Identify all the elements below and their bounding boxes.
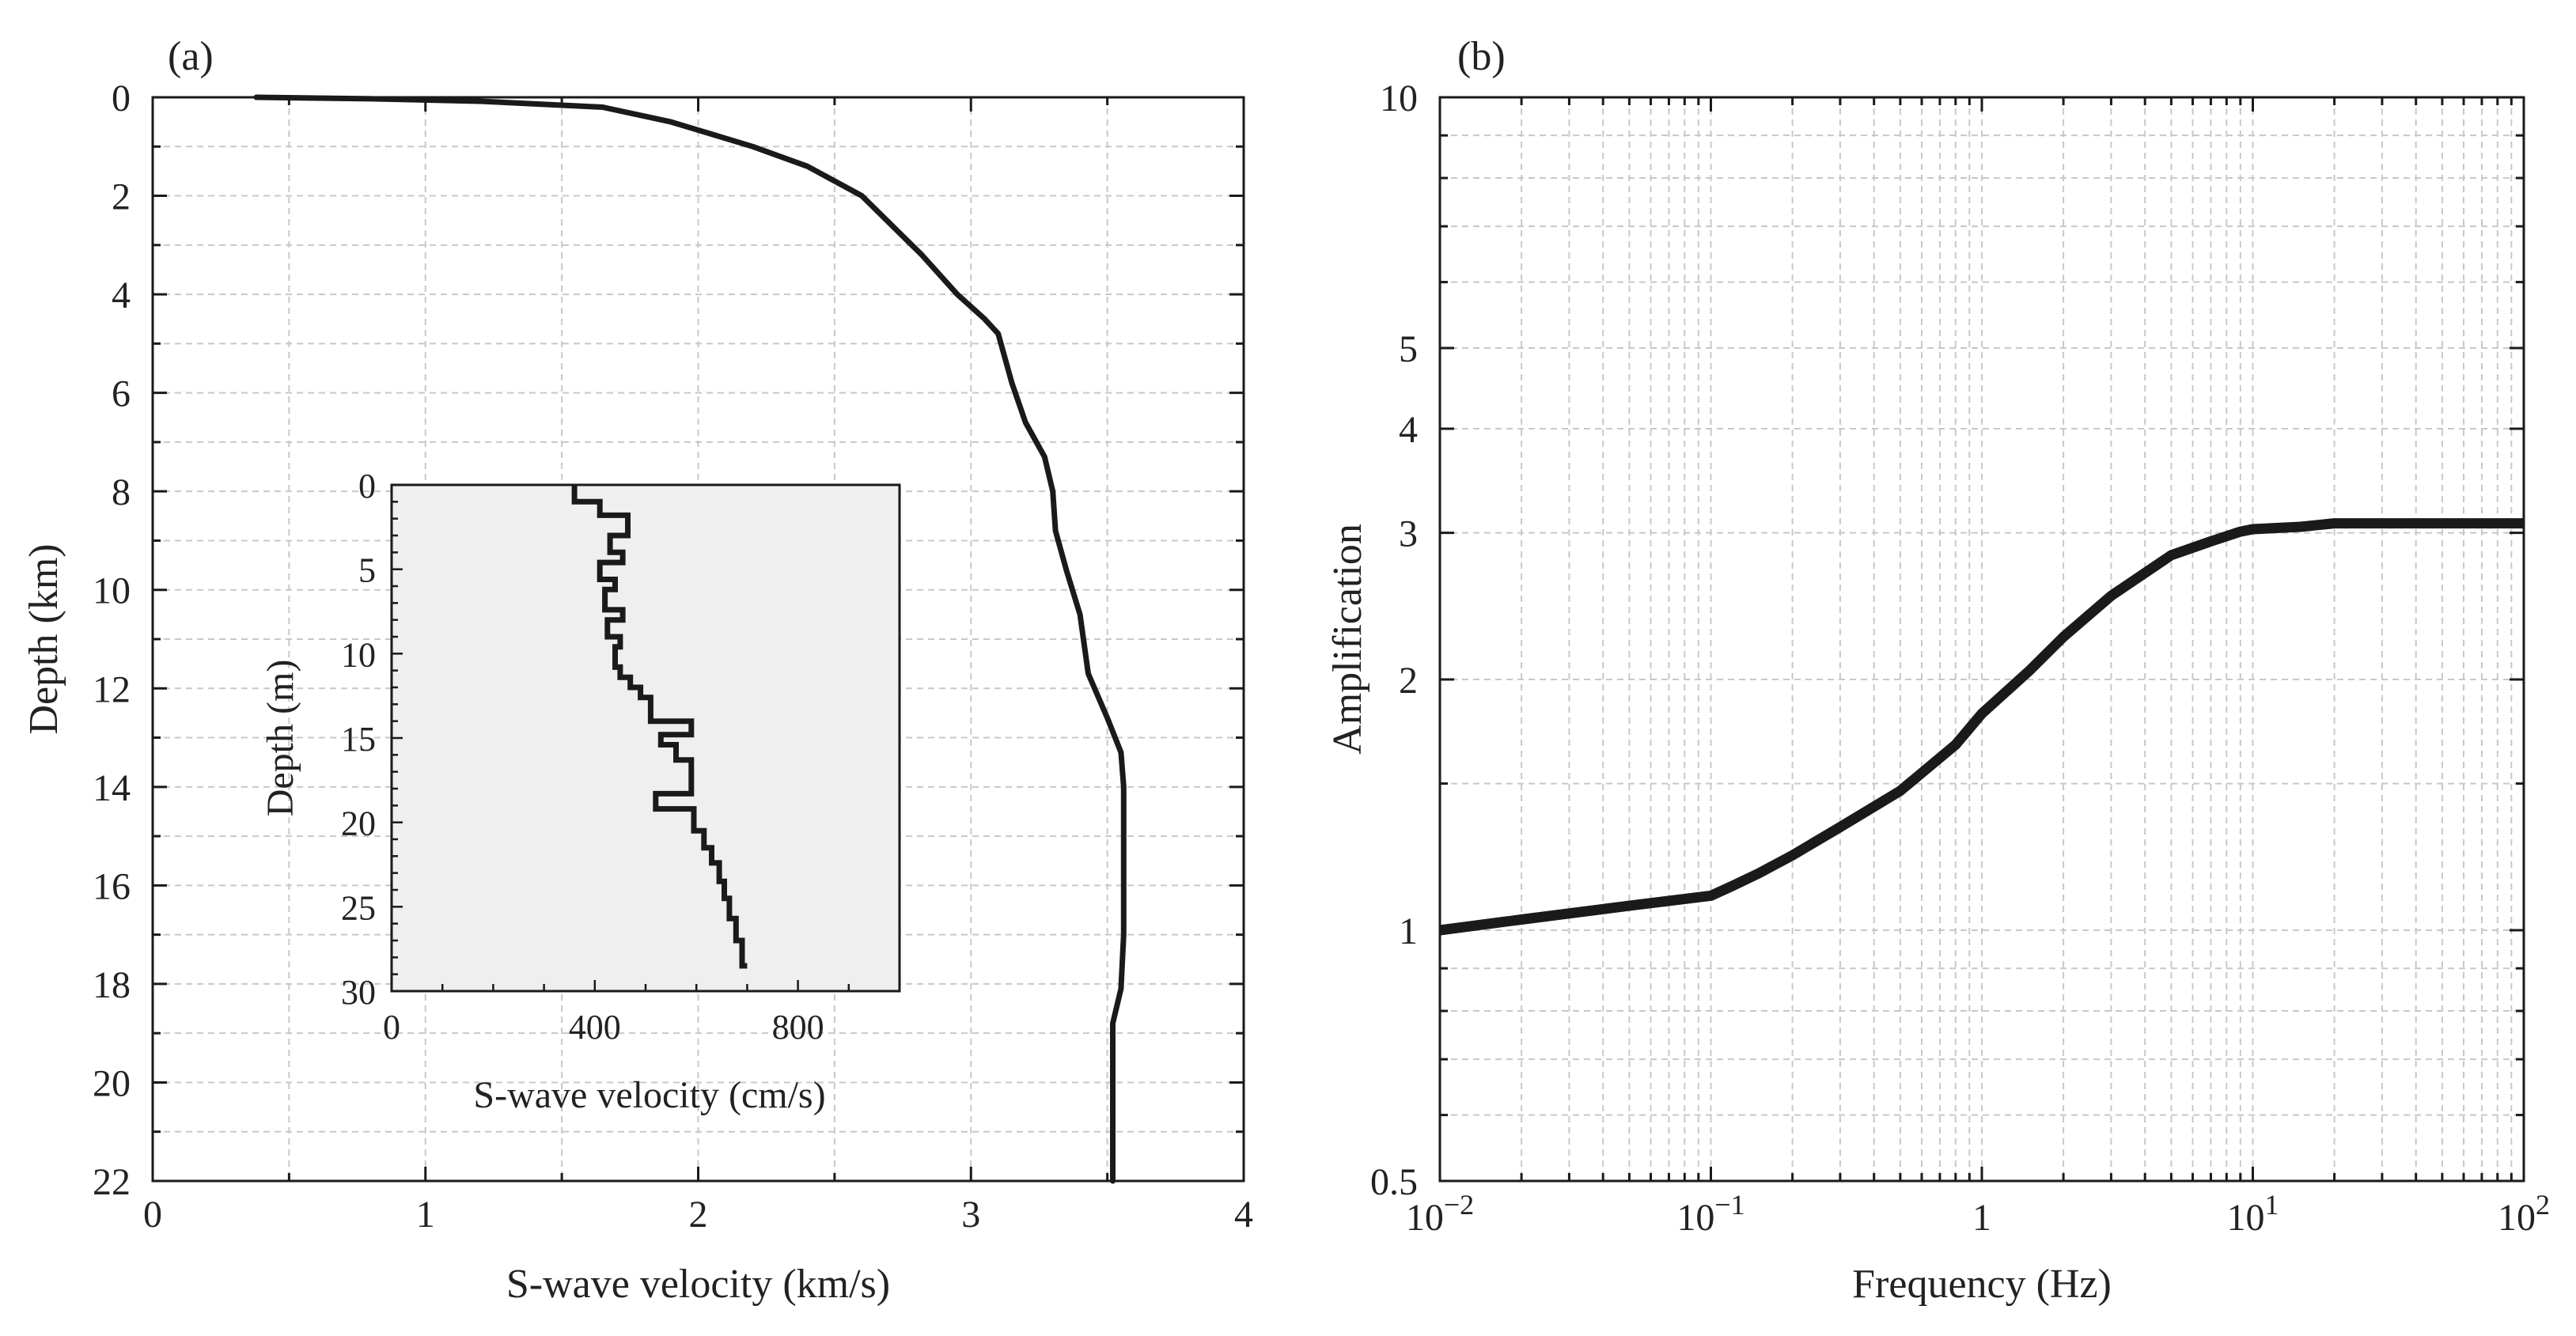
y-tick-label: 2 [1399,660,1418,702]
panel-b: 10−2 10−1 1 101 102 0.5 1 2 3 4 5 10 (b) Frequency … [1325,34,2550,1307]
x-tick-label: 1 [416,1194,435,1236]
y-tick-label: 10 [1380,78,1418,119]
panel-b-label: (b) [1457,34,1506,79]
y-tick-label: 4 [112,274,131,316]
inset-x-tick-label: 400 [569,1008,621,1046]
y-tick-label: 14 [93,767,131,809]
y-tick-label: 8 [112,471,131,513]
x-tick-label: 3 [961,1194,980,1236]
y-tick-label: 20 [93,1062,131,1104]
x-tick-label: 1 [1972,1197,1991,1239]
inset-x-tick-label: 0 [383,1008,400,1046]
inset-velocity-profile-line [571,485,748,969]
amplification-line [1439,518,2524,936]
inset-x-axis-title: S-wave velocity (cm/s) [473,1074,825,1116]
y-tick-label: 0.5 [1370,1161,1418,1203]
velocity-profile-line [253,94,1127,1184]
y-tick-label: 4 [1399,409,1418,451]
x-tick-label: 10−2 [1406,1189,1474,1239]
panel-b-ticks [1438,96,2524,1183]
inset-x-tick-label: 800 [772,1008,824,1046]
panel-a-x-axis-title: S-wave velocity (km/s) [506,1262,890,1307]
y-tick-label: 16 [93,865,131,907]
inset-y-tick-label: 10 [341,635,376,674]
y-tick-label: 5 [1399,328,1418,370]
panel-b-tick-labels: 10−2 10−1 1 101 102 0.5 1 2 3 4 5 10 [1370,78,2550,1239]
inset-y-tick-label: 20 [341,804,376,843]
inset-y-axis-title: Depth (m) [259,660,301,817]
y-tick-label: 1 [1399,910,1418,952]
inset-ticks [390,483,901,993]
x-tick-label: 10−1 [1676,1189,1744,1239]
y-tick-label: 2 [112,176,131,218]
y-tick-label: 12 [93,668,131,710]
inset-y-tick-label: 15 [341,720,376,759]
y-tick-label: 6 [112,373,131,415]
x-tick-label: 101 [2227,1189,2279,1239]
panel-a-grid [153,97,1244,1181]
x-tick-label: 4 [1234,1194,1253,1236]
y-tick-label: 3 [1399,513,1418,555]
panel-b-x-axis-title: Frequency (Hz) [1852,1262,2112,1307]
panel-a-label: (a) [168,34,214,79]
panel-a-inset: 0 400 800 0 5 10 15 20 25 30 S-wave velocity (cm/… [259,467,901,1116]
x-tick-label: 0 [143,1194,162,1236]
panel-a-ticks [151,96,1245,1183]
y-tick-label: 0 [112,78,131,119]
inset-y-tick-label: 30 [341,973,376,1012]
y-tick-label: 18 [93,964,131,1006]
panel-b-grid [1440,97,2524,1181]
inset-y-tick-label: 5 [358,551,376,590]
inset-y-tick-label: 0 [358,467,376,505]
inset-y-tick-label: 25 [341,888,376,927]
inset-tick-labels: 0 400 800 0 5 10 15 20 25 30 [341,467,824,1046]
x-tick-label: 102 [2498,1189,2550,1239]
y-tick-label: 22 [93,1161,131,1203]
x-tick-label: 2 [689,1194,708,1236]
panel-b-y-axis-title: Amplification [1325,524,1370,755]
panel-a-y-axis-title: Depth (km) [21,543,66,734]
inset-background [390,483,901,993]
y-tick-label: 10 [93,570,131,612]
